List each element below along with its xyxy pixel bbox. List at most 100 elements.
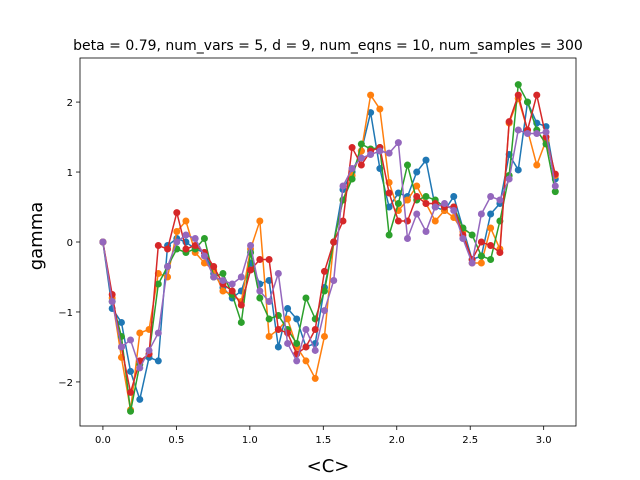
data-point (468, 231, 476, 239)
data-point (376, 147, 384, 155)
data-point (385, 203, 393, 211)
data-point (127, 367, 135, 375)
data-point (164, 262, 172, 270)
data-point (320, 307, 328, 315)
data-point (311, 325, 319, 333)
data-point (514, 81, 522, 89)
data-point (265, 297, 273, 305)
data-point (367, 109, 375, 117)
data-point (200, 235, 208, 243)
data-point (533, 130, 541, 138)
data-point (330, 238, 338, 246)
data-point (403, 235, 411, 243)
data-point (127, 336, 135, 344)
data-point (265, 332, 273, 340)
data-point (182, 245, 190, 253)
data-point (339, 182, 347, 190)
x-tick-label: 3.0 (536, 435, 552, 446)
data-point (173, 228, 181, 236)
data-point (191, 241, 199, 249)
data-point (422, 156, 430, 164)
data-point (136, 395, 144, 403)
data-point (367, 91, 375, 99)
data-point (117, 318, 125, 326)
data-point (533, 161, 541, 169)
data-point (311, 346, 319, 354)
data-point (394, 200, 402, 208)
data-point (403, 161, 411, 169)
data-point (145, 346, 153, 354)
data-point (302, 325, 310, 333)
data-point (320, 287, 328, 295)
x-tick-label: 1.0 (242, 435, 258, 446)
x-tick-label: 0.5 (168, 435, 184, 446)
data-point (293, 315, 301, 323)
data-point (431, 203, 439, 211)
data-point (320, 332, 328, 340)
data-point (284, 339, 292, 347)
x-tick-label: 0.0 (95, 435, 111, 446)
data-point (154, 329, 162, 337)
data-point (505, 175, 513, 183)
data-point (127, 388, 135, 396)
data-point (339, 217, 347, 225)
data-point (284, 304, 292, 312)
data-point (247, 266, 255, 274)
data-point (348, 175, 356, 183)
data-point (487, 241, 495, 249)
data-point (524, 98, 532, 106)
data-point (413, 182, 421, 190)
data-point (200, 252, 208, 260)
x-tick-label: 2.5 (462, 435, 478, 446)
data-point (237, 301, 245, 309)
data-point (514, 91, 522, 99)
data-point (496, 248, 504, 256)
data-point (487, 224, 495, 232)
data-point (487, 210, 495, 218)
data-point (394, 139, 402, 147)
data-point (173, 238, 181, 246)
data-point (413, 193, 421, 201)
data-point (154, 280, 162, 288)
chart-title: beta = 0.79, num_vars = 5, d = 9, num_eq… (73, 38, 583, 54)
data-point (265, 315, 273, 323)
x-tick-label: 2.0 (389, 435, 405, 446)
data-point (385, 149, 393, 157)
data-point (320, 267, 328, 275)
data-point (302, 357, 310, 365)
data-point (219, 276, 227, 284)
data-point (376, 105, 384, 113)
data-point (394, 217, 402, 225)
data-point (293, 357, 301, 365)
data-point (514, 166, 522, 174)
data-point (237, 318, 245, 326)
data-point (487, 255, 495, 263)
data-point (505, 118, 513, 126)
data-point (422, 193, 430, 201)
data-point (385, 231, 393, 239)
data-point (477, 252, 485, 260)
plot-frame (79, 57, 577, 427)
data-point (256, 287, 264, 295)
data-point (293, 339, 301, 347)
data-point (136, 329, 144, 337)
data-point (302, 294, 310, 302)
data-point (477, 210, 485, 218)
data-point (182, 217, 190, 225)
data-point (459, 235, 467, 243)
data-point (219, 287, 227, 295)
data-point (127, 407, 135, 415)
data-point (422, 228, 430, 236)
data-point (422, 200, 430, 208)
data-point (357, 154, 365, 162)
data-point (441, 200, 449, 208)
data-point (302, 343, 310, 351)
data-point (284, 315, 292, 323)
data-point (237, 273, 245, 281)
data-point (542, 128, 550, 136)
data-point (367, 151, 375, 159)
y-tick-label: 1 (67, 168, 73, 179)
data-point (219, 269, 227, 277)
